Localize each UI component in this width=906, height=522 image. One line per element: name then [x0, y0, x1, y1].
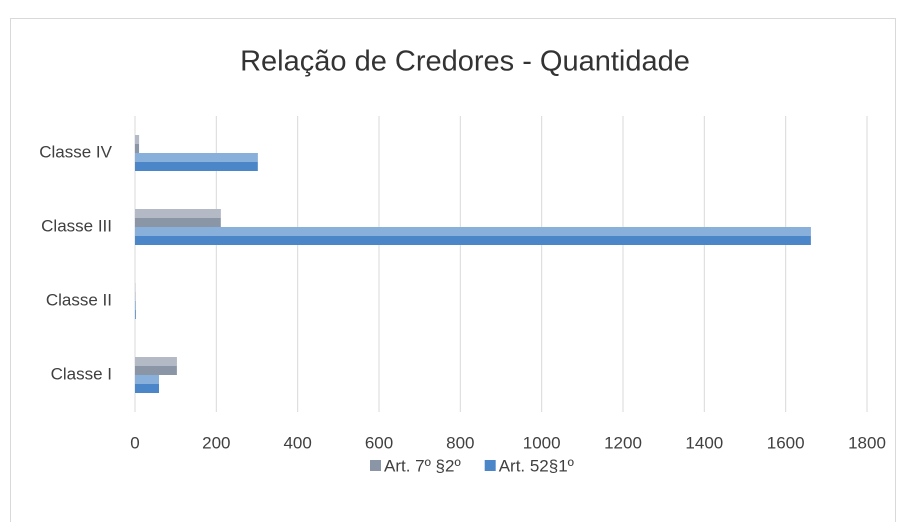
y-tick-label: Classe I — [51, 364, 112, 383]
x-tick-label: 1000 — [523, 433, 561, 452]
legend-label: Art. 7º §2º — [384, 456, 461, 475]
x-tick-label: 1600 — [767, 433, 805, 452]
bar — [135, 209, 221, 227]
chart-border — [10, 18, 896, 522]
bar-bevel — [135, 135, 140, 144]
bar — [135, 227, 811, 245]
legend-swatch — [484, 460, 496, 471]
bar — [135, 301, 136, 319]
bar — [135, 375, 159, 393]
y-tick-label: Classe II — [46, 290, 112, 309]
bar-bevel — [135, 357, 177, 366]
bar-bevel — [135, 227, 811, 236]
x-tick-label: 1800 — [848, 433, 886, 452]
bar-bevel — [135, 375, 159, 384]
x-tick-label: 200 — [202, 433, 230, 452]
bar-bevel — [135, 153, 258, 162]
y-tick-label: Classe IV — [39, 142, 112, 161]
legend-label: Art. 52§1º — [499, 456, 574, 475]
x-tick-label: 0 — [130, 433, 139, 452]
bar — [135, 357, 177, 375]
y-tick-label: Classe III — [41, 216, 112, 235]
legend-swatch — [370, 460, 381, 471]
x-tick-label: 600 — [365, 433, 393, 452]
bar — [135, 135, 140, 153]
chart-title: Relação de Credores - Quantidade — [240, 46, 690, 78]
bar — [135, 153, 258, 171]
x-tick-label: 800 — [446, 433, 474, 452]
bar-bevel — [135, 209, 221, 218]
x-tick-label: 1400 — [685, 433, 723, 452]
x-tick-label: 400 — [283, 433, 311, 452]
x-tick-label: 1200 — [604, 433, 642, 452]
bar-bevel — [135, 301, 136, 310]
